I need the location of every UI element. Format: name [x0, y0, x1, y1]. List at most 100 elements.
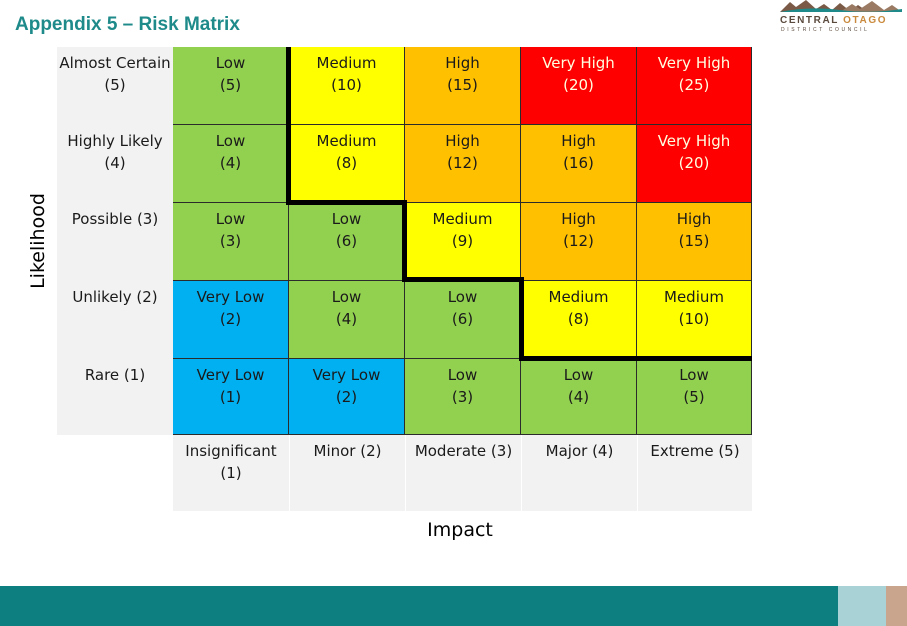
risk-cell: Medium (8)	[289, 125, 405, 203]
risk-cell: Very Low (1)	[173, 359, 289, 435]
risk-boundary-line	[286, 200, 407, 205]
risk-cell: Medium (8)	[521, 281, 637, 359]
likelihood-axis-label: Likelihood	[27, 193, 49, 289]
risk-score: (2)	[335, 388, 358, 406]
risk-rating: Medium	[316, 132, 377, 150]
col-label-text: Minor (2)	[313, 442, 382, 460]
risk-cell: Low (4)	[289, 281, 405, 359]
risk-score: (20)	[678, 154, 710, 172]
row-label-text: Highly Likely (4)	[67, 132, 163, 172]
col-label-extreme: Extreme (5)	[637, 435, 752, 511]
risk-rating: Very Low	[312, 366, 381, 384]
risk-score: (5)	[219, 76, 242, 94]
risk-score: (15)	[678, 232, 710, 250]
page-title: Appendix 5 – Risk Matrix	[15, 14, 240, 35]
risk-cell: Very High (20)	[521, 47, 637, 125]
risk-cell: Very Low (2)	[173, 281, 289, 359]
risk-rating: Very Low	[196, 366, 265, 384]
risk-rating: Low	[447, 288, 478, 306]
row-label-text: Rare (1)	[84, 366, 146, 384]
row-label-text: Unlikely (2)	[72, 288, 158, 306]
risk-score: (9)	[451, 232, 474, 250]
row-label-text: Almost Certain (5)	[59, 54, 171, 94]
risk-boundary-line	[286, 47, 291, 204]
risk-rating: Low	[331, 210, 362, 228]
risk-score: (6)	[335, 232, 358, 250]
risk-cell: High (16)	[521, 125, 637, 203]
risk-rating: Low	[563, 366, 594, 384]
risk-cell: Low (6)	[289, 203, 405, 281]
risk-rating: High	[445, 132, 480, 150]
risk-cell: High (15)	[637, 203, 752, 281]
risk-rating: Medium	[316, 54, 377, 72]
risk-cell: Medium (9)	[405, 203, 521, 281]
risk-rating: Low	[215, 132, 246, 150]
row-label-rare: Rare (1)	[57, 359, 173, 435]
council-logo: CENTRAL OTAGO DISTRICT COUNCIL	[778, 0, 903, 36]
col-label-text: Major (4)	[545, 442, 614, 460]
col-label-minor: Minor (2)	[289, 435, 405, 511]
risk-rating: Low	[679, 366, 709, 384]
risk-rating: High	[561, 210, 596, 228]
row-label-unlikely: Unlikely (2)	[57, 281, 173, 359]
mountains-logo-icon	[780, 0, 902, 12]
risk-score: (4)	[219, 154, 242, 172]
risk-cell: Low (5)	[173, 47, 289, 125]
row-label-text: Possible (3)	[71, 210, 159, 228]
risk-score: (5)	[683, 388, 705, 406]
risk-boundary-line	[519, 277, 524, 360]
risk-boundary-line	[402, 277, 524, 282]
col-label-insignificant: Insignificant (1)	[173, 435, 289, 511]
risk-score: (12)	[447, 154, 478, 172]
risk-score: (4)	[567, 388, 590, 406]
risk-rating: High	[561, 132, 596, 150]
risk-cell: High (15)	[405, 47, 521, 125]
logo-subtitle: DISTRICT COUNCIL	[781, 27, 870, 33]
risk-score: (8)	[335, 154, 358, 172]
risk-rating: Low	[215, 210, 246, 228]
risk-score: (6)	[451, 310, 474, 328]
risk-rating: Low	[331, 288, 362, 306]
risk-cell: Very Low (2)	[289, 359, 405, 435]
risk-rating: Very Low	[196, 288, 265, 306]
risk-cell: Medium (10)	[637, 281, 752, 359]
risk-rating: Medium	[432, 210, 493, 228]
risk-boundary-line	[519, 356, 752, 361]
col-label-text: Extreme (5)	[650, 442, 740, 460]
risk-score: (8)	[567, 310, 590, 328]
risk-rating: Low	[447, 366, 478, 384]
risk-cell: High (12)	[521, 203, 637, 281]
risk-cell: Very High (25)	[637, 47, 752, 125]
risk-score: (15)	[447, 76, 478, 94]
logo-name-central: CENTRAL	[780, 15, 844, 26]
risk-score: (10)	[678, 310, 710, 328]
row-label-possible: Possible (3)	[57, 203, 173, 281]
risk-score: (16)	[563, 154, 594, 172]
risk-score: (2)	[219, 310, 242, 328]
risk-cell: Low (5)	[637, 359, 752, 435]
col-label-text: Moderate (3)	[414, 442, 513, 460]
risk-score: (25)	[678, 76, 710, 94]
risk-score: (1)	[219, 388, 242, 406]
risk-cell: High (12)	[405, 125, 521, 203]
risk-cell: Very High (20)	[637, 125, 752, 203]
risk-rating: Medium	[664, 288, 724, 306]
risk-score: (10)	[331, 76, 362, 94]
risk-rating: Low	[215, 54, 246, 72]
footer-band	[0, 586, 838, 626]
risk-rating: High	[676, 210, 712, 228]
risk-rating: Very High	[542, 54, 615, 72]
risk-cell: Low (3)	[405, 359, 521, 435]
footer-accent-tan	[886, 586, 907, 626]
col-label-moderate: Moderate (3)	[405, 435, 521, 511]
col-label-text: Insignificant (1)	[185, 442, 277, 482]
row-label-highly-likely: Highly Likely (4)	[57, 125, 173, 203]
risk-cell: Low (4)	[173, 125, 289, 203]
row-label-almost-certain: Almost Certain (5)	[57, 47, 173, 125]
risk-score: (3)	[219, 232, 242, 250]
logo-name-otago: OTAGO	[843, 15, 888, 26]
risk-score: (20)	[563, 76, 594, 94]
risk-cell: Low (6)	[405, 281, 521, 359]
risk-cell: Low (4)	[521, 359, 637, 435]
risk-score: (4)	[335, 310, 358, 328]
